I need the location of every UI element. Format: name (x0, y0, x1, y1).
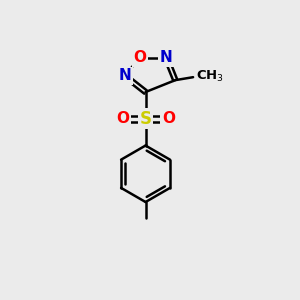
Text: O: O (116, 111, 129, 126)
Text: S: S (140, 110, 152, 128)
Text: CH$_3$: CH$_3$ (196, 69, 224, 84)
Text: O: O (162, 111, 175, 126)
Text: O: O (133, 50, 146, 65)
Text: N: N (118, 68, 131, 83)
Text: N: N (160, 50, 173, 65)
